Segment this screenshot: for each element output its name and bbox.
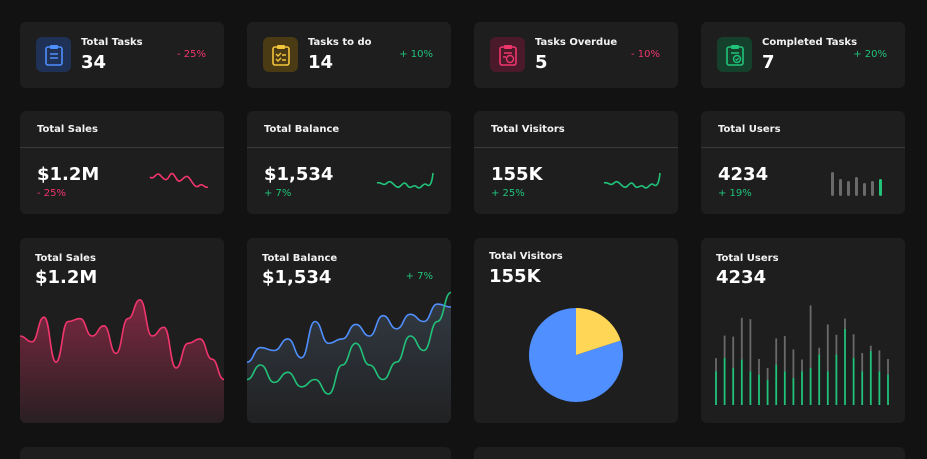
chart-card-total-users[interactable]: Total Users 4234 bbox=[701, 238, 905, 423]
balance-area-fill bbox=[247, 304, 451, 423]
balance-sparkline bbox=[376, 172, 434, 189]
stat-value: 14 bbox=[308, 52, 334, 73]
chart-value: 4234 bbox=[716, 267, 767, 288]
card-change: + 25% bbox=[491, 188, 525, 199]
card-value: $1.2M bbox=[37, 164, 100, 185]
card-change: - 25% bbox=[37, 188, 67, 199]
stat-value: 7 bbox=[762, 52, 775, 73]
chart-value: $1,534 bbox=[262, 267, 332, 288]
stat-card-tasks-overdue[interactable]: Tasks Overdue 5 - 10% bbox=[474, 22, 678, 88]
stat-label: Total Tasks bbox=[81, 37, 143, 48]
chart-value: $1.2M bbox=[35, 267, 98, 288]
mini-card-total-balance[interactable]: Total Balance $1,534 + 7% bbox=[247, 111, 451, 214]
bottom-card-left bbox=[20, 447, 451, 459]
balance-series-line-1 bbox=[247, 303, 451, 363]
card-change: + 7% bbox=[264, 188, 292, 199]
pie-slice-primary bbox=[528, 308, 623, 402]
chart-change: + 7% bbox=[405, 271, 433, 282]
chart-title: Total Sales bbox=[35, 253, 96, 264]
card-header: Total Balance bbox=[247, 111, 451, 148]
mini-card-total-visitors[interactable]: Total Visitors 155K + 25% bbox=[474, 111, 678, 214]
stat-change: - 10% bbox=[630, 49, 660, 60]
balance-series-line-2 bbox=[247, 291, 451, 395]
visitors-sparkline bbox=[603, 172, 661, 189]
stat-card-total-tasks[interactable]: Total Tasks 34 - 25% bbox=[20, 22, 224, 88]
chart-title: Total Users bbox=[716, 253, 779, 264]
users-bar-chart bbox=[715, 305, 889, 405]
stat-change: - 25% bbox=[176, 49, 206, 60]
stat-change: + 10% bbox=[399, 49, 433, 60]
chart-card-total-sales[interactable]: Total Sales $1.2M bbox=[20, 238, 224, 423]
card-title: Total Visitors bbox=[491, 124, 565, 135]
mini-card-total-sales[interactable]: Total Sales $1.2M - 25% bbox=[20, 111, 224, 214]
chart-card-total-balance[interactable]: Total Balance $1,534 + 7% bbox=[247, 238, 451, 423]
chart-title: Total Balance bbox=[262, 253, 338, 264]
mini-card-total-users[interactable]: Total Users 4234 + 19% bbox=[701, 111, 905, 214]
stat-label: Tasks to do bbox=[308, 37, 372, 48]
card-title: Total Users bbox=[718, 124, 781, 135]
card-value: $1,534 bbox=[264, 164, 334, 185]
stat-card-tasks-to-do[interactable]: Tasks to do 14 + 10% bbox=[247, 22, 451, 88]
stat-value: 5 bbox=[535, 52, 548, 73]
stat-change: + 20% bbox=[853, 49, 887, 60]
clipboard-list-icon bbox=[36, 37, 71, 72]
sales-area-chart bbox=[20, 298, 224, 423]
balance-line-chart bbox=[247, 291, 451, 423]
stat-label: Completed Tasks bbox=[762, 37, 858, 48]
pie-slice-secondary bbox=[576, 308, 621, 355]
sales-sparkline bbox=[149, 172, 208, 189]
card-header: Total Users bbox=[701, 111, 905, 148]
clipboard-clock-icon bbox=[490, 37, 525, 72]
sales-area-fill bbox=[20, 299, 224, 423]
stat-value: 34 bbox=[81, 52, 107, 73]
visitors-pie-chart bbox=[528, 308, 623, 402]
card-header: Total Visitors bbox=[474, 111, 678, 148]
card-value: 155K bbox=[491, 164, 543, 185]
card-title: Total Balance bbox=[264, 124, 340, 135]
stat-card-completed-tasks[interactable]: Completed Tasks 7 + 20% bbox=[701, 22, 905, 88]
card-title: Total Sales bbox=[37, 124, 98, 135]
users-mini-bars bbox=[831, 172, 882, 196]
sales-series-line bbox=[20, 298, 224, 381]
card-change: + 19% bbox=[718, 188, 752, 199]
chart-value: 155K bbox=[489, 266, 541, 287]
card-header: Total Sales bbox=[20, 111, 224, 148]
clipboard-done-icon bbox=[717, 37, 752, 72]
chart-card-total-visitors[interactable]: Total Visitors 155K bbox=[474, 238, 678, 423]
bottom-card-right bbox=[474, 447, 905, 459]
clipboard-check-icon bbox=[263, 37, 298, 72]
stat-label: Tasks Overdue bbox=[535, 37, 618, 48]
card-value: 4234 bbox=[718, 164, 769, 185]
chart-title: Total Visitors bbox=[489, 251, 563, 262]
